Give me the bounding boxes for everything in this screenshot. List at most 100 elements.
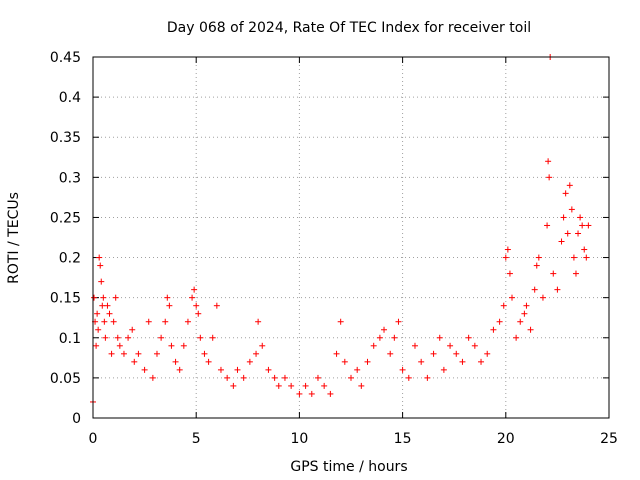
data-point (544, 222, 551, 229)
data-point (546, 174, 553, 181)
data-point (91, 294, 98, 301)
y-tick-label: 0.25 (50, 210, 81, 226)
data-point (193, 302, 200, 309)
data-point (234, 366, 241, 373)
data-point (275, 382, 282, 389)
data-point (96, 254, 103, 261)
data-point (308, 390, 315, 397)
data-point (424, 374, 431, 381)
data-point (572, 270, 579, 277)
data-point (97, 262, 104, 269)
x-tick-label: 20 (497, 431, 515, 447)
data-point (184, 318, 191, 325)
data-point (99, 302, 106, 309)
data-point (265, 366, 272, 373)
y-tick-label: 0.35 (50, 130, 81, 146)
data-point (496, 318, 503, 325)
data-point (478, 358, 485, 365)
data-point (568, 206, 575, 213)
data-points (90, 54, 592, 405)
data-point (554, 286, 561, 293)
data-point (209, 334, 216, 341)
data-point (259, 342, 266, 349)
data-point (570, 254, 577, 261)
x-tick-label: 0 (89, 431, 98, 447)
data-point (288, 382, 295, 389)
data-point (176, 366, 183, 373)
data-point (100, 294, 107, 301)
data-point (195, 310, 202, 317)
data-point (104, 302, 111, 309)
y-tick-label: 0.2 (59, 251, 81, 267)
data-point (217, 366, 224, 373)
chart-title: Day 068 of 2024, Rate Of TEC Index for r… (167, 20, 531, 36)
data-point (314, 374, 321, 381)
data-point (172, 358, 179, 365)
data-point (131, 358, 138, 365)
data-point (550, 270, 557, 277)
data-point (500, 302, 507, 309)
data-point (545, 158, 552, 165)
y-tick-label: 0.1 (59, 331, 81, 347)
data-point (539, 294, 546, 301)
data-point (575, 230, 582, 237)
data-point (153, 350, 160, 357)
data-point (110, 318, 117, 325)
data-point (112, 294, 119, 301)
data-point (162, 318, 169, 325)
data-point (395, 318, 402, 325)
data-point (391, 334, 398, 341)
data-point (583, 254, 590, 261)
data-point (484, 350, 491, 357)
data-point (502, 254, 509, 261)
data-point (114, 334, 121, 341)
data-point (164, 294, 171, 301)
data-point (166, 302, 173, 309)
y-tick-label: 0.15 (50, 291, 81, 307)
data-point (302, 382, 309, 389)
data-point (158, 334, 165, 341)
data-point (281, 374, 288, 381)
data-point (558, 238, 565, 245)
data-point (560, 214, 567, 221)
x-tick-label: 15 (394, 431, 412, 447)
data-point (523, 302, 530, 309)
data-point (224, 374, 231, 381)
data-point (230, 382, 237, 389)
data-point (95, 326, 102, 333)
data-point (106, 310, 113, 317)
data-point (562, 190, 569, 197)
data-point (508, 294, 515, 301)
data-point (94, 310, 101, 317)
y-tick-label: 0.45 (50, 50, 81, 66)
data-point (125, 334, 132, 341)
data-point (564, 230, 571, 237)
data-point (364, 358, 371, 365)
data-point (430, 350, 437, 357)
data-point (531, 286, 538, 293)
data-point (513, 334, 520, 341)
data-point (465, 334, 472, 341)
data-point (411, 342, 418, 349)
data-point (205, 358, 212, 365)
plot-frame (92, 56, 610, 419)
data-point (581, 246, 588, 253)
data-point (436, 334, 443, 341)
data-point (533, 262, 540, 269)
data-point (102, 334, 109, 341)
data-point (418, 358, 425, 365)
data-point (296, 390, 303, 397)
data-point (348, 374, 354, 381)
data-point (253, 350, 260, 357)
data-point (337, 318, 344, 325)
data-point (120, 350, 127, 357)
data-point (527, 326, 534, 333)
data-point (585, 222, 592, 229)
data-point (168, 342, 175, 349)
data-point (521, 310, 528, 317)
data-point (271, 374, 278, 381)
data-point (517, 318, 524, 325)
data-point (471, 342, 478, 349)
data-point (145, 318, 152, 325)
